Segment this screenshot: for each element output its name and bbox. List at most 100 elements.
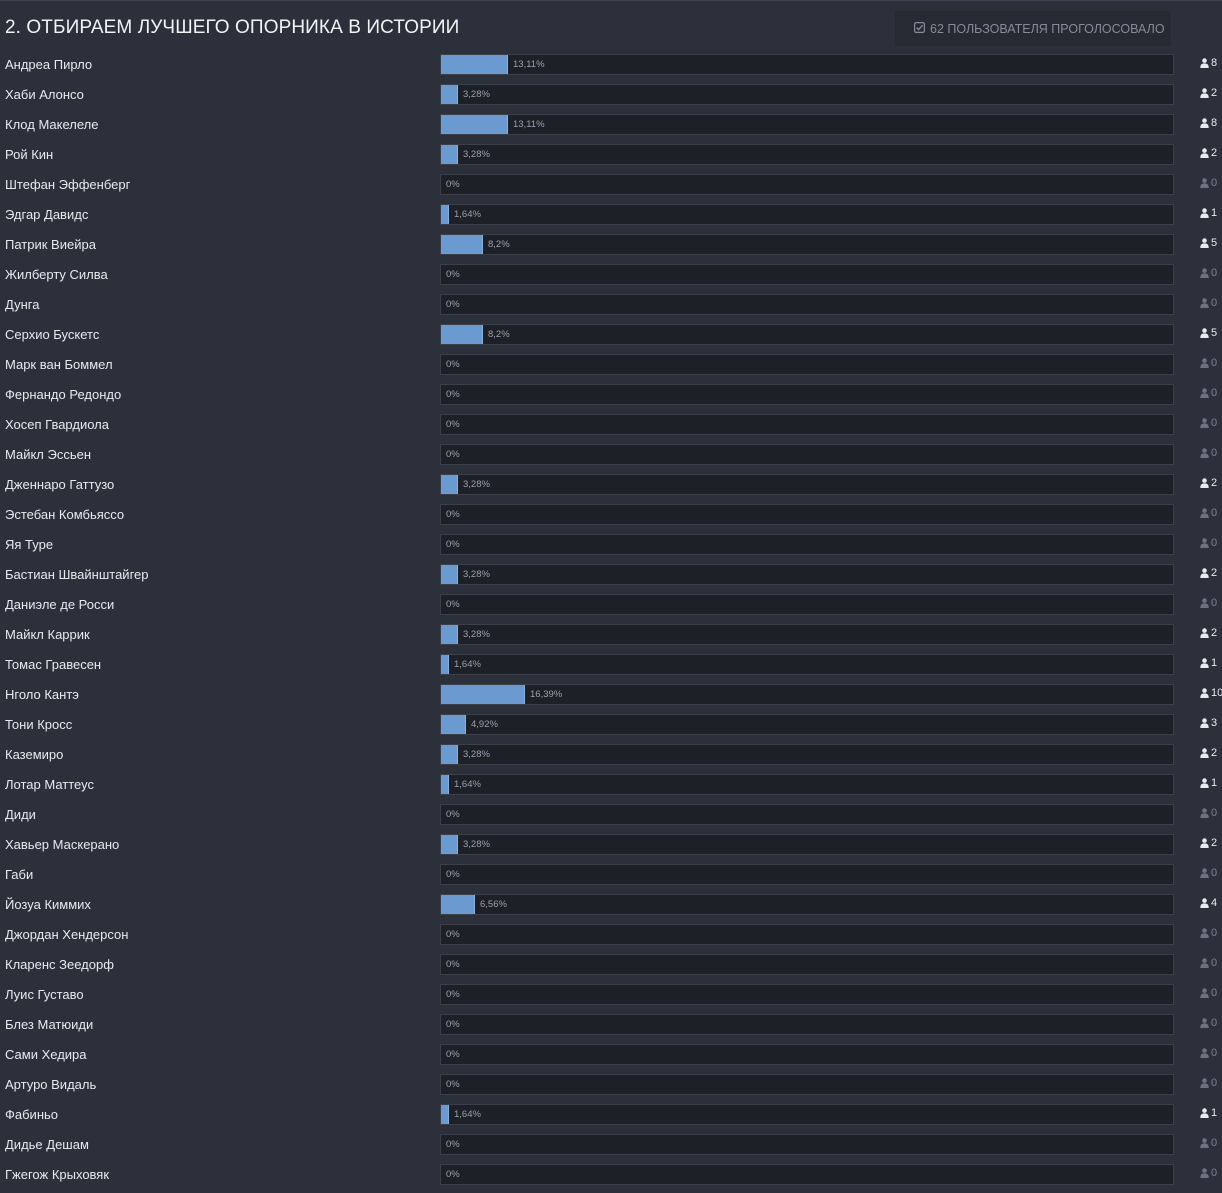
user-icon xyxy=(1200,538,1209,548)
vote-count-number: 0 xyxy=(1211,927,1218,939)
progress-fill xyxy=(441,85,458,104)
vote-count-number: 0 xyxy=(1211,267,1218,279)
user-icon xyxy=(1200,418,1209,428)
option-percent: 8,2% xyxy=(488,239,510,250)
option-name: Джордан Хендерсон xyxy=(5,927,129,942)
progress-track: 3,28% xyxy=(440,744,1174,765)
vote-count-number: 0 xyxy=(1211,447,1218,459)
user-icon xyxy=(1200,568,1209,578)
vote-count-number: 10 xyxy=(1211,687,1222,699)
user-icon xyxy=(1200,748,1209,758)
progress-fill xyxy=(441,115,508,134)
progress-fill xyxy=(441,685,525,704)
vote-count-number: 2 xyxy=(1211,747,1218,759)
option-percent: 13,11% xyxy=(513,59,545,70)
poll-option-row: Рой Кин 3,28% 2 xyxy=(0,143,1222,173)
option-percent: 16,39% xyxy=(530,689,563,700)
vote-count-number: 0 xyxy=(1211,1167,1218,1179)
option-name: Фабиньо xyxy=(5,1107,59,1122)
progress-fill xyxy=(441,655,449,674)
progress-fill xyxy=(441,325,483,344)
poll-option-row: Кларенс Зеедорф 0% 0 xyxy=(0,953,1222,983)
vote-count-number: 4 xyxy=(1211,897,1218,909)
progress-fill xyxy=(441,475,458,494)
progress-fill xyxy=(441,745,458,764)
vote-count-number: 0 xyxy=(1211,507,1218,519)
option-percent: 1,64% xyxy=(454,209,481,220)
option-percent: 0% xyxy=(446,989,460,1000)
poll-option-row: Луис Густаво 0% 0 xyxy=(0,983,1222,1013)
poll-option-row: Жилберту Силва 0% 0 xyxy=(0,263,1222,293)
progress-track: 0% xyxy=(440,444,1174,465)
user-icon xyxy=(1200,1018,1209,1028)
vote-count-number: 2 xyxy=(1211,147,1218,159)
vote-count-number: 0 xyxy=(1211,537,1218,549)
option-name: Диди xyxy=(5,807,36,822)
option-name: Бастиан Швайнштайгер xyxy=(5,567,149,582)
user-icon xyxy=(1200,178,1209,188)
progress-fill xyxy=(441,205,449,224)
option-percent: 0% xyxy=(446,809,460,820)
poll-option-row: Фернандо Редондо 0% 0 xyxy=(0,383,1222,413)
progress-fill xyxy=(441,625,458,644)
user-icon xyxy=(1200,988,1209,998)
poll-option-row: Дженнаро Гаттузо 3,28% 2 xyxy=(0,473,1222,503)
vote-count-number: 8 xyxy=(1211,117,1218,129)
vote-count-number: 2 xyxy=(1211,627,1218,639)
poll-option-row: Лотар Маттеус 1,64% 1 xyxy=(0,773,1222,803)
progress-track: 0% xyxy=(440,1164,1174,1185)
option-percent: 0% xyxy=(446,1049,460,1060)
option-name: Каземиро xyxy=(5,747,64,762)
option-percent: 0% xyxy=(446,539,460,550)
progress-fill xyxy=(441,895,475,914)
user-icon xyxy=(1200,1138,1209,1148)
poll-option-row: Марк ван Боммел 0% 0 xyxy=(0,353,1222,383)
option-name: Патрик Виейра xyxy=(5,237,96,252)
user-icon xyxy=(1200,1048,1209,1058)
vote-count-number: 2 xyxy=(1211,477,1218,489)
vote-count-number: 0 xyxy=(1211,357,1218,369)
user-icon xyxy=(1200,448,1209,458)
vote-count-number: 8 xyxy=(1211,57,1218,69)
option-percent: 4,92% xyxy=(471,719,498,730)
option-percent: 0% xyxy=(446,599,460,610)
progress-track: 0% xyxy=(440,384,1174,405)
user-icon xyxy=(1200,238,1209,248)
option-name: Томас Гравесен xyxy=(5,657,102,672)
user-icon xyxy=(1200,88,1209,98)
vote-count-number: 0 xyxy=(1211,417,1218,429)
user-icon xyxy=(1200,508,1209,518)
poll-option-row: Гжегож Крыховяк 0% 0 xyxy=(0,1163,1222,1193)
progress-fill xyxy=(441,565,458,584)
vote-count-number: 5 xyxy=(1211,327,1218,339)
option-name: Дунга xyxy=(5,297,40,312)
poll-option-row: Яя Туре 0% 0 xyxy=(0,533,1222,563)
option-percent: 6,56% xyxy=(480,899,507,910)
progress-track: 0% xyxy=(440,264,1174,285)
user-icon xyxy=(1200,148,1209,158)
user-icon xyxy=(1200,958,1209,968)
vote-count-number: 2 xyxy=(1211,837,1218,849)
option-name: Андреа Пирло xyxy=(5,57,93,72)
option-name: Йозуа Киммих xyxy=(5,897,91,912)
progress-track: 0% xyxy=(440,984,1174,1005)
option-percent: 0% xyxy=(446,419,460,430)
vote-count-number: 0 xyxy=(1211,1017,1218,1029)
option-name: Хаби Алонсо xyxy=(5,87,84,102)
poll-option-row: Фабиньо 1,64% 1 xyxy=(0,1103,1222,1133)
poll-header: 2. ОТБИРАЕМ ЛУЧШЕГО ОПОРНИКА В ИСТОРИИ 6… xyxy=(0,0,1222,54)
progress-track: 4,92% xyxy=(440,714,1174,735)
vote-count-number: 0 xyxy=(1211,807,1218,819)
vote-count-number: 0 xyxy=(1211,387,1218,399)
progress-track: 0% xyxy=(440,1044,1174,1065)
user-icon xyxy=(1200,208,1209,218)
user-icon xyxy=(1200,928,1209,938)
progress-track: 13,11% xyxy=(440,114,1174,135)
poll-option-row: Хосеп Гвардиола 0% 0 xyxy=(0,413,1222,443)
option-name: Габи xyxy=(5,867,34,882)
progress-track: 3,28% xyxy=(440,564,1174,585)
progress-track: 0% xyxy=(440,1014,1174,1035)
option-percent: 3,28% xyxy=(463,89,490,100)
vote-count-number: 0 xyxy=(1211,177,1218,189)
option-percent: 0% xyxy=(446,389,460,400)
